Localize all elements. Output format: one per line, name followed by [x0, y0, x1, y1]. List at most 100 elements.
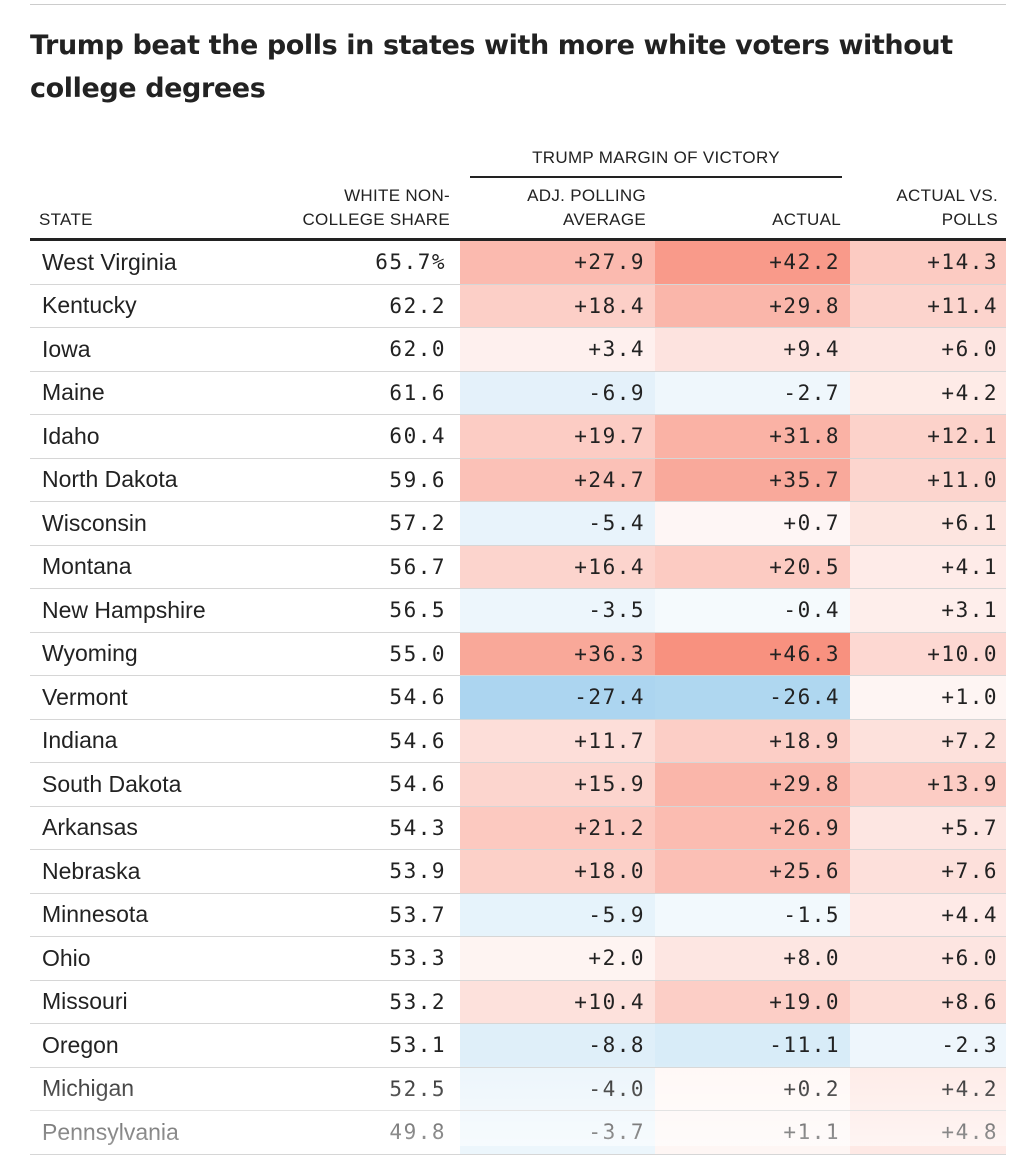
state-cell: Nebraska: [30, 849, 270, 894]
actual-margin-cell: -0.4: [655, 588, 850, 633]
actual-vs-polls-cell: +4.4: [850, 893, 1006, 937]
white-noncollege-cell: 56.7: [270, 545, 460, 589]
polling-average-cell: -8.8: [460, 1023, 655, 1068]
actual-margin-cell: +8.0: [655, 936, 850, 981]
table-row: Kentucky 62.2 +18.4 +29.8 +11.4: [30, 284, 1006, 328]
polling-average-cell: +16.4: [460, 545, 655, 589]
actual-vs-polls-cell: +5.7: [850, 806, 1006, 850]
white-noncollege-cell: 62.0: [270, 327, 460, 372]
state-cell: Kentucky: [30, 284, 270, 328]
actual-margin-cell: -2.7: [655, 371, 850, 415]
table-row: South Dakota 54.6 +15.9 +29.8 +13.9: [30, 762, 1006, 807]
state-cell: Montana: [30, 545, 270, 589]
actual-vs-polls-cell: +4.2: [850, 371, 1006, 415]
state-cell: Wisconsin: [30, 501, 270, 546]
polling-average-cell: +19.7: [460, 414, 655, 459]
white-noncollege-cell: 62.2: [270, 284, 460, 328]
actual-vs-polls-cell: +12.1: [850, 414, 1006, 459]
table-row: Ohio 53.3 +2.0 +8.0 +6.0: [30, 936, 1006, 981]
white-noncollege-cell: 54.6: [270, 675, 460, 720]
state-cell: Ohio: [30, 936, 270, 981]
actual-margin-cell: +1.1: [655, 1110, 850, 1155]
group-header-rule: [470, 176, 842, 178]
actual-vs-polls-cell: +11.4: [850, 284, 1006, 328]
state-cell: Wyoming: [30, 632, 270, 676]
table-row: Maine 61.6 -6.9 -2.7 +4.2: [30, 371, 1006, 415]
state-cell: West Virginia: [30, 241, 270, 285]
column-header-polling: ADJ. POLLING AVERAGE: [460, 184, 646, 232]
table-row: Wisconsin 57.2 -5.4 +0.7 +6.1: [30, 501, 1006, 546]
actual-margin-cell: -11.1: [655, 1023, 850, 1068]
actual-margin-cell: +35.7: [655, 458, 850, 502]
state-cell: Michigan: [30, 1067, 270, 1111]
actual-margin-cell: +29.8: [655, 762, 850, 807]
white-noncollege-cell: 54.3: [270, 806, 460, 850]
white-noncollege-cell: 65.7%: [270, 241, 460, 285]
column-header-white-noncollege: WHITE NON- COLLEGE SHARE: [270, 184, 450, 232]
table-row: Oregon 53.1 -8.8 -11.1 -2.3: [30, 1023, 1006, 1068]
actual-vs-polls-cell: +10.0: [850, 632, 1006, 676]
actual-vs-polls-cell: +6.0: [850, 327, 1006, 372]
polling-average-cell: -5.4: [460, 501, 655, 546]
column-header-polling-line2: AVERAGE: [562, 210, 646, 229]
actual-margin-cell: +42.2: [655, 241, 850, 285]
polling-average-cell: -5.9: [460, 893, 655, 937]
polling-average-cell: -27.4: [460, 675, 655, 720]
actual-vs-polls-cell: +4.1: [850, 545, 1006, 589]
actual-margin-cell: +20.5: [655, 545, 850, 589]
header-rule: [30, 238, 1006, 241]
actual-vs-polls-cell: +13.9: [850, 762, 1006, 807]
polling-average-cell: -6.9: [460, 371, 655, 415]
actual-vs-polls-cell: +4.8: [850, 1110, 1006, 1155]
table-row: West Virginia 65.7% +27.9 +42.2 +14.3: [30, 241, 1006, 285]
table-row: New Hampshire 56.5 -3.5 -0.4 +3.1: [30, 588, 1006, 633]
table-row: Missouri 53.2 +10.4 +19.0 +8.6: [30, 980, 1006, 1024]
white-noncollege-cell: 60.4: [270, 414, 460, 459]
table-row: Arkansas 54.3 +21.2 +26.9 +5.7: [30, 806, 1006, 850]
chart-title: Trump beat the polls in states with more…: [30, 30, 953, 104]
polling-average-cell: +11.7: [460, 719, 655, 763]
polling-average-cell: +27.9: [460, 241, 655, 285]
table-row: Wyoming 55.0 +36.3 +46.3 +10.0: [30, 632, 1006, 676]
state-cell: Indiana: [30, 719, 270, 763]
table-row: Minnesota 53.7 -5.9 -1.5 +4.4: [30, 893, 1006, 937]
actual-vs-polls-cell: +6.0: [850, 936, 1006, 981]
actual-margin-cell: +19.0: [655, 980, 850, 1024]
polling-average-cell: +18.0: [460, 849, 655, 894]
polling-average-cell: +36.3: [460, 632, 655, 676]
state-cell: Pennsylvania: [30, 1110, 270, 1155]
actual-vs-polls-cell: +7.6: [850, 849, 1006, 894]
table-body: West Virginia 65.7% +27.9 +42.2 +14.3 Kentuck…: [30, 241, 1006, 1155]
state-cell: Arkansas: [30, 806, 270, 850]
white-noncollege-cell: 56.5: [270, 588, 460, 633]
actual-vs-polls-cell: +6.1: [850, 501, 1006, 546]
state-cell: North Dakota: [30, 458, 270, 502]
table-row: Iowa 62.0 +3.4 +9.4 +6.0: [30, 327, 1006, 372]
column-header-polling-line1: ADJ. POLLING: [527, 186, 646, 205]
actual-margin-cell: +0.7: [655, 501, 850, 546]
top-rule: [30, 4, 1006, 5]
polling-average-cell: +10.4: [460, 980, 655, 1024]
state-cell: South Dakota: [30, 762, 270, 807]
table-row: Pennsylvania 49.8 -3.7 +1.1 +4.8: [30, 1110, 1006, 1155]
actual-vs-polls-cell: +4.2: [850, 1067, 1006, 1111]
actual-vs-polls-cell: +14.3: [850, 241, 1006, 285]
actual-vs-polls-cell: +1.0: [850, 675, 1006, 720]
white-noncollege-cell: 53.2: [270, 980, 460, 1024]
white-noncollege-cell: 53.1: [270, 1023, 460, 1068]
column-header-white-noncollege-line2: COLLEGE SHARE: [302, 210, 450, 229]
actual-margin-cell: -26.4: [655, 675, 850, 720]
state-cell: Idaho: [30, 414, 270, 459]
white-noncollege-cell: 49.8: [270, 1110, 460, 1155]
state-cell: Vermont: [30, 675, 270, 720]
table-row: North Dakota 59.6 +24.7 +35.7 +11.0: [30, 458, 1006, 502]
actual-vs-polls-cell: +7.2: [850, 719, 1006, 763]
white-noncollege-cell: 59.6: [270, 458, 460, 502]
actual-margin-cell: +9.4: [655, 327, 850, 372]
state-cell: Oregon: [30, 1023, 270, 1068]
data-table: West Virginia 65.7% +27.9 +42.2 +14.3 Kentuck…: [30, 241, 1006, 1155]
state-cell: Minnesota: [30, 893, 270, 937]
actual-margin-cell: +26.9: [655, 806, 850, 850]
table-row: Montana 56.7 +16.4 +20.5 +4.1: [30, 545, 1006, 589]
table-row: Nebraska 53.9 +18.0 +25.6 +7.6: [30, 849, 1006, 894]
